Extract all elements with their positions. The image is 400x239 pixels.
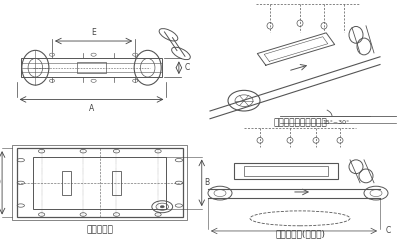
Bar (17, 148, 183, 217)
Bar (244, 166, 328, 176)
Bar (234, 163, 338, 179)
Text: B: B (204, 178, 209, 187)
Text: C: C (185, 63, 190, 72)
Bar (33, 157, 166, 209)
Text: 安装示意图（倾斜式）: 安装示意图（倾斜式） (273, 119, 327, 128)
Bar (112, 171, 121, 195)
Text: 安装示意图(水平式): 安装示意图(水平式) (275, 229, 325, 238)
Bar (62, 171, 71, 195)
Text: 15°~30°: 15°~30° (322, 120, 350, 125)
Bar (12, 145, 187, 220)
Bar (21, 58, 162, 77)
Text: A: A (89, 104, 94, 113)
Ellipse shape (160, 206, 164, 208)
Text: E: E (91, 28, 96, 37)
Text: C: C (386, 227, 391, 235)
Bar (77, 61, 106, 73)
Text: 外形尺寸图: 外形尺寸图 (86, 225, 113, 234)
